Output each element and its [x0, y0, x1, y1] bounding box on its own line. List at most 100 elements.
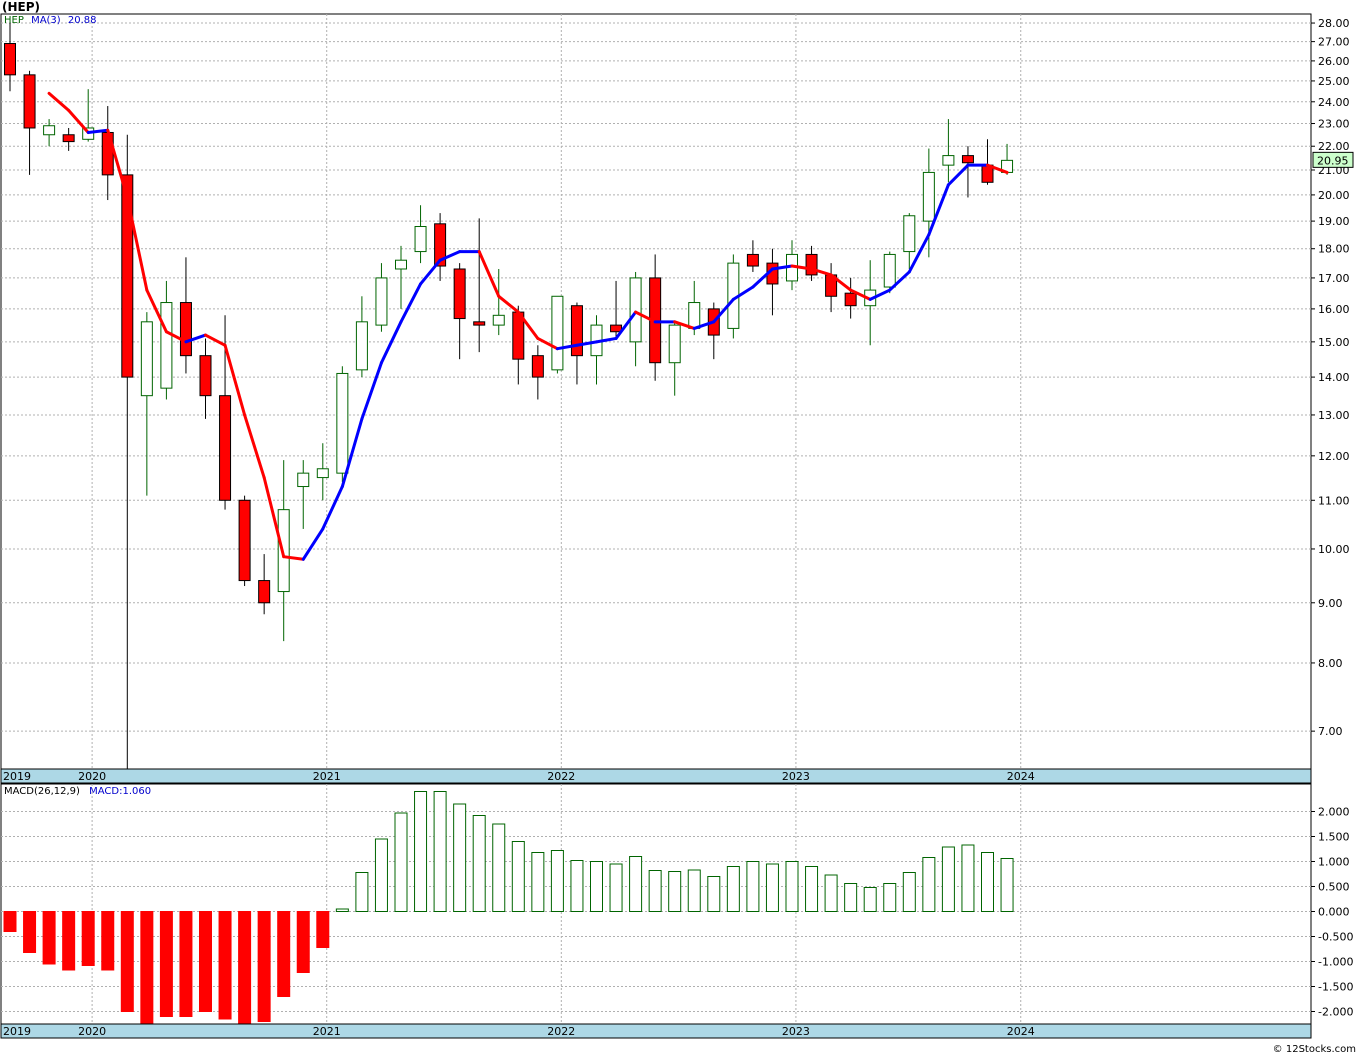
macd-bar [785, 861, 799, 912]
macd-bar [648, 870, 662, 912]
macd-x-tick-label: 2024 [1007, 1025, 1035, 1038]
price-x-tick-label: 2019 [3, 770, 31, 783]
macd-legend-label: MACD(26,12,9) [4, 786, 80, 797]
macd-bar [746, 861, 760, 912]
price-y-tick-label: 8.00 [1318, 657, 1343, 670]
ma-segment [516, 310, 540, 340]
price-y-tick-label: 25.00 [1318, 75, 1350, 88]
candle [473, 218, 486, 353]
macd-y-tick-label: 0.500 [1318, 881, 1350, 894]
candle [942, 119, 955, 183]
ma-segment [770, 264, 794, 271]
price-date-axis [0, 768, 1312, 784]
macd-x-tick-label: 2019 [3, 1025, 31, 1038]
ma-segment [907, 233, 931, 274]
candle [4, 23, 16, 92]
macd-bar [668, 871, 682, 912]
candle [492, 268, 505, 336]
ma-segment [829, 273, 853, 292]
macd-bar [863, 887, 877, 912]
candle [43, 119, 56, 147]
macd-bar [511, 841, 525, 912]
macd-bar [453, 803, 467, 912]
ma-segment [477, 250, 501, 298]
candle [883, 251, 896, 294]
candle-body [160, 302, 173, 389]
candle-body [922, 171, 935, 222]
macd-y-tick-label: 2.000 [1318, 806, 1350, 819]
ma-segment [712, 297, 735, 324]
price-x-tick-label: 2020 [78, 770, 106, 783]
macd-bar [805, 866, 819, 912]
candle-body [570, 305, 583, 357]
macd-bar [179, 911, 193, 1017]
candle [922, 148, 935, 258]
price-y-tick-label: 26.00 [1318, 55, 1350, 68]
macd-bar [922, 857, 936, 912]
candle-body [62, 134, 75, 143]
macd-bar [199, 911, 212, 1012]
macd-bar [726, 866, 740, 912]
macd-x-tick-label: 2022 [547, 1025, 575, 1038]
macd-bar [824, 874, 838, 912]
candle-body [531, 355, 544, 378]
ma-segment [790, 264, 814, 271]
macd-bar [120, 911, 134, 1012]
ma-segment [849, 288, 872, 301]
price-candles [4, 23, 1014, 769]
ma-segment [986, 163, 1009, 174]
ma-segment [927, 183, 950, 237]
macd-bar [531, 852, 545, 912]
price-grid [0, 13, 1312, 770]
candle-body [746, 253, 759, 267]
candle [844, 277, 857, 319]
macd-bar [707, 876, 721, 912]
macd-bar [159, 911, 173, 1017]
candle [746, 240, 759, 272]
ma-segment [223, 343, 247, 417]
ma-segment [86, 128, 110, 134]
price-y-tick-label: 12.00 [1318, 450, 1350, 463]
moving-average-line [47, 91, 1009, 561]
legend-ma-label: MA(3) [31, 15, 61, 26]
macd-legend: MACD(26,12,9) MACD:1.060 [4, 786, 151, 797]
candle-body [375, 277, 388, 326]
candle [62, 127, 75, 151]
candle-body [258, 580, 271, 604]
candle-body [805, 253, 818, 276]
candle [258, 554, 271, 615]
candle-body [942, 155, 955, 166]
macd-bar [590, 861, 603, 912]
ma-segment [243, 413, 266, 480]
price-y-tick-label: 15.00 [1318, 336, 1350, 349]
price-y-tick-label: 19.00 [1318, 215, 1350, 228]
candle [395, 245, 407, 309]
candle [903, 213, 916, 269]
ma-segment [164, 330, 188, 344]
ma-segment [204, 333, 227, 347]
candle [297, 460, 310, 529]
macd-bar [570, 860, 584, 912]
macd-bar [609, 863, 623, 912]
ma-segment [692, 320, 716, 330]
candle-body [336, 372, 349, 474]
candle-body [395, 259, 407, 270]
macd-bar [62, 911, 76, 971]
ma-segment [360, 361, 383, 421]
price-x-tick-label: 2022 [547, 770, 575, 783]
candle-body [453, 268, 466, 320]
ma-segment [497, 294, 520, 314]
candle-body [179, 302, 192, 357]
price-y-tick-label: 10.00 [1318, 543, 1350, 556]
candle [453, 263, 466, 360]
price-y-tick-label: 28.00 [1318, 17, 1350, 30]
candle-body [140, 321, 153, 397]
macd-bar [3, 911, 17, 932]
price-y-tick-label: 27.00 [1318, 36, 1350, 49]
legend-ma-value: 20.88 [67, 15, 97, 26]
candle [434, 213, 447, 281]
candle-body [492, 314, 505, 326]
macd-bar [492, 823, 506, 912]
price-y-tick-label: 9.00 [1318, 597, 1343, 610]
